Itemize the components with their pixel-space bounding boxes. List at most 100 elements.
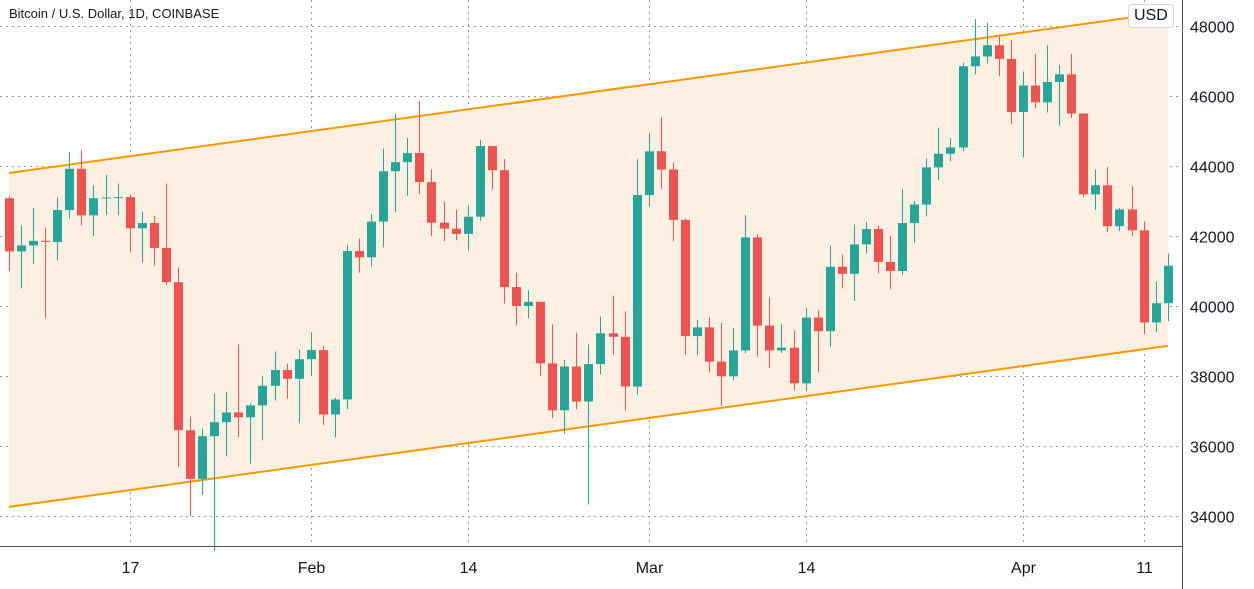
candle-up[interactable] <box>1152 281 1161 333</box>
candle-up[interactable] <box>102 174 111 215</box>
candle-down[interactable] <box>1007 40 1016 124</box>
candle-down[interactable] <box>452 209 461 241</box>
candle-down[interactable] <box>150 215 159 266</box>
candle-up[interactable] <box>898 188 907 275</box>
candle-down[interactable] <box>669 162 678 242</box>
candle-up[interactable] <box>17 225 26 289</box>
candle-up[interactable] <box>114 183 123 216</box>
candle-down[interactable] <box>1067 54 1076 118</box>
candle-down[interactable] <box>536 301 545 376</box>
candle-down[interactable] <box>427 169 436 237</box>
candle-down[interactable] <box>355 238 364 273</box>
candle-up[interactable] <box>307 332 316 376</box>
candle-up[interactable] <box>198 428 207 496</box>
candle-up[interactable] <box>1115 208 1124 232</box>
candle-down[interactable] <box>186 416 195 516</box>
candle-up[interactable] <box>403 138 412 196</box>
candle-down[interactable] <box>512 272 521 326</box>
candle-up[interactable] <box>560 359 569 434</box>
candle-up[interactable] <box>910 201 919 243</box>
candle-up[interactable] <box>596 316 605 375</box>
currency-button[interactable]: USD <box>1128 4 1174 28</box>
candle-down[interactable] <box>874 225 883 274</box>
candle-up[interactable] <box>1019 71 1028 158</box>
candle-up[interactable] <box>693 320 702 355</box>
candle-down[interactable] <box>790 330 799 391</box>
candle-down[interactable] <box>162 183 171 286</box>
candle-up[interactable] <box>633 159 642 395</box>
candle-down[interactable] <box>621 311 630 411</box>
candle-up[interactable] <box>645 132 654 207</box>
candle-up[interactable] <box>922 158 931 217</box>
candle-up[interactable] <box>476 139 485 221</box>
candle-up[interactable] <box>1091 169 1100 210</box>
candle-down[interactable] <box>500 159 509 304</box>
candle-down[interactable] <box>838 254 847 289</box>
candle-up[interactable] <box>1043 45 1052 113</box>
candle-up[interactable] <box>777 324 786 353</box>
candle-up[interactable] <box>729 328 738 381</box>
candle-down[interactable] <box>705 317 714 373</box>
candle-down[interactable] <box>814 310 823 372</box>
candle-up[interactable] <box>258 376 267 441</box>
candle-up[interactable] <box>331 397 340 438</box>
candle-up[interactable] <box>802 307 811 392</box>
candle-up[interactable] <box>271 351 280 401</box>
candle-up[interactable] <box>379 148 388 248</box>
candle-down[interactable] <box>234 344 243 438</box>
candle-up[interactable] <box>741 215 750 354</box>
candle-down[interactable] <box>995 36 1004 77</box>
candle-down[interactable] <box>77 150 86 226</box>
candle-down[interactable] <box>283 363 292 399</box>
candle-up[interactable] <box>367 214 376 267</box>
candle-down[interactable] <box>1031 54 1040 109</box>
candle-down[interactable] <box>5 195 14 271</box>
candle-down[interactable] <box>753 234 762 357</box>
candle-up[interactable] <box>391 113 400 213</box>
candle-down[interactable] <box>319 345 328 425</box>
candle-up[interactable] <box>826 245 835 348</box>
candle-down[interactable] <box>717 322 726 406</box>
candle-down[interactable] <box>440 201 449 242</box>
candle-down[interactable] <box>765 297 774 368</box>
candle-down[interactable] <box>886 236 895 290</box>
candle-up[interactable] <box>524 290 533 319</box>
candle-down[interactable] <box>1079 113 1088 197</box>
candle-down[interactable] <box>41 227 50 319</box>
candle-down[interactable] <box>488 145 497 190</box>
candle-up[interactable] <box>246 403 255 464</box>
candle-down[interactable] <box>657 117 666 189</box>
candle-up[interactable] <box>934 127 943 181</box>
candle-down[interactable] <box>415 101 424 194</box>
candle-down[interactable] <box>548 324 557 418</box>
candle-up[interactable] <box>138 211 147 263</box>
candle-down[interactable] <box>681 218 690 356</box>
candle-up[interactable] <box>959 62 968 152</box>
candle-up[interactable] <box>946 138 955 162</box>
candle-down[interactable] <box>572 332 581 410</box>
candle-up[interactable] <box>850 224 859 301</box>
candle-down[interactable] <box>1103 167 1112 233</box>
candle-up[interactable] <box>343 244 352 410</box>
candle-up[interactable] <box>65 152 74 219</box>
candle-up[interactable] <box>862 222 871 254</box>
candle-down[interactable] <box>609 295 618 356</box>
candle-down[interactable] <box>174 267 183 468</box>
candle-up[interactable] <box>295 349 304 424</box>
candle-up[interactable] <box>983 22 992 64</box>
candle-down[interactable] <box>1128 185 1137 236</box>
candle-up[interactable] <box>971 19 980 75</box>
price-axis[interactable]: 34000 36000 38000 40000 42000 44000 46000 48000 <box>1190 20 1235 527</box>
candle-up[interactable] <box>584 344 593 505</box>
candle-up[interactable] <box>29 208 38 264</box>
time-axis[interactable]: 17 Feb 14 Mar 14 Apr 11 <box>122 560 1153 577</box>
candle-up[interactable] <box>464 205 473 252</box>
channel-upper-line[interactable] <box>8 11 1168 174</box>
candle-down[interactable] <box>126 194 135 252</box>
candle-up[interactable] <box>1055 64 1064 126</box>
candle-up[interactable] <box>53 197 62 261</box>
candle-up[interactable] <box>1164 253 1173 322</box>
candle-up[interactable] <box>210 393 219 552</box>
candle-up[interactable] <box>222 391 231 457</box>
